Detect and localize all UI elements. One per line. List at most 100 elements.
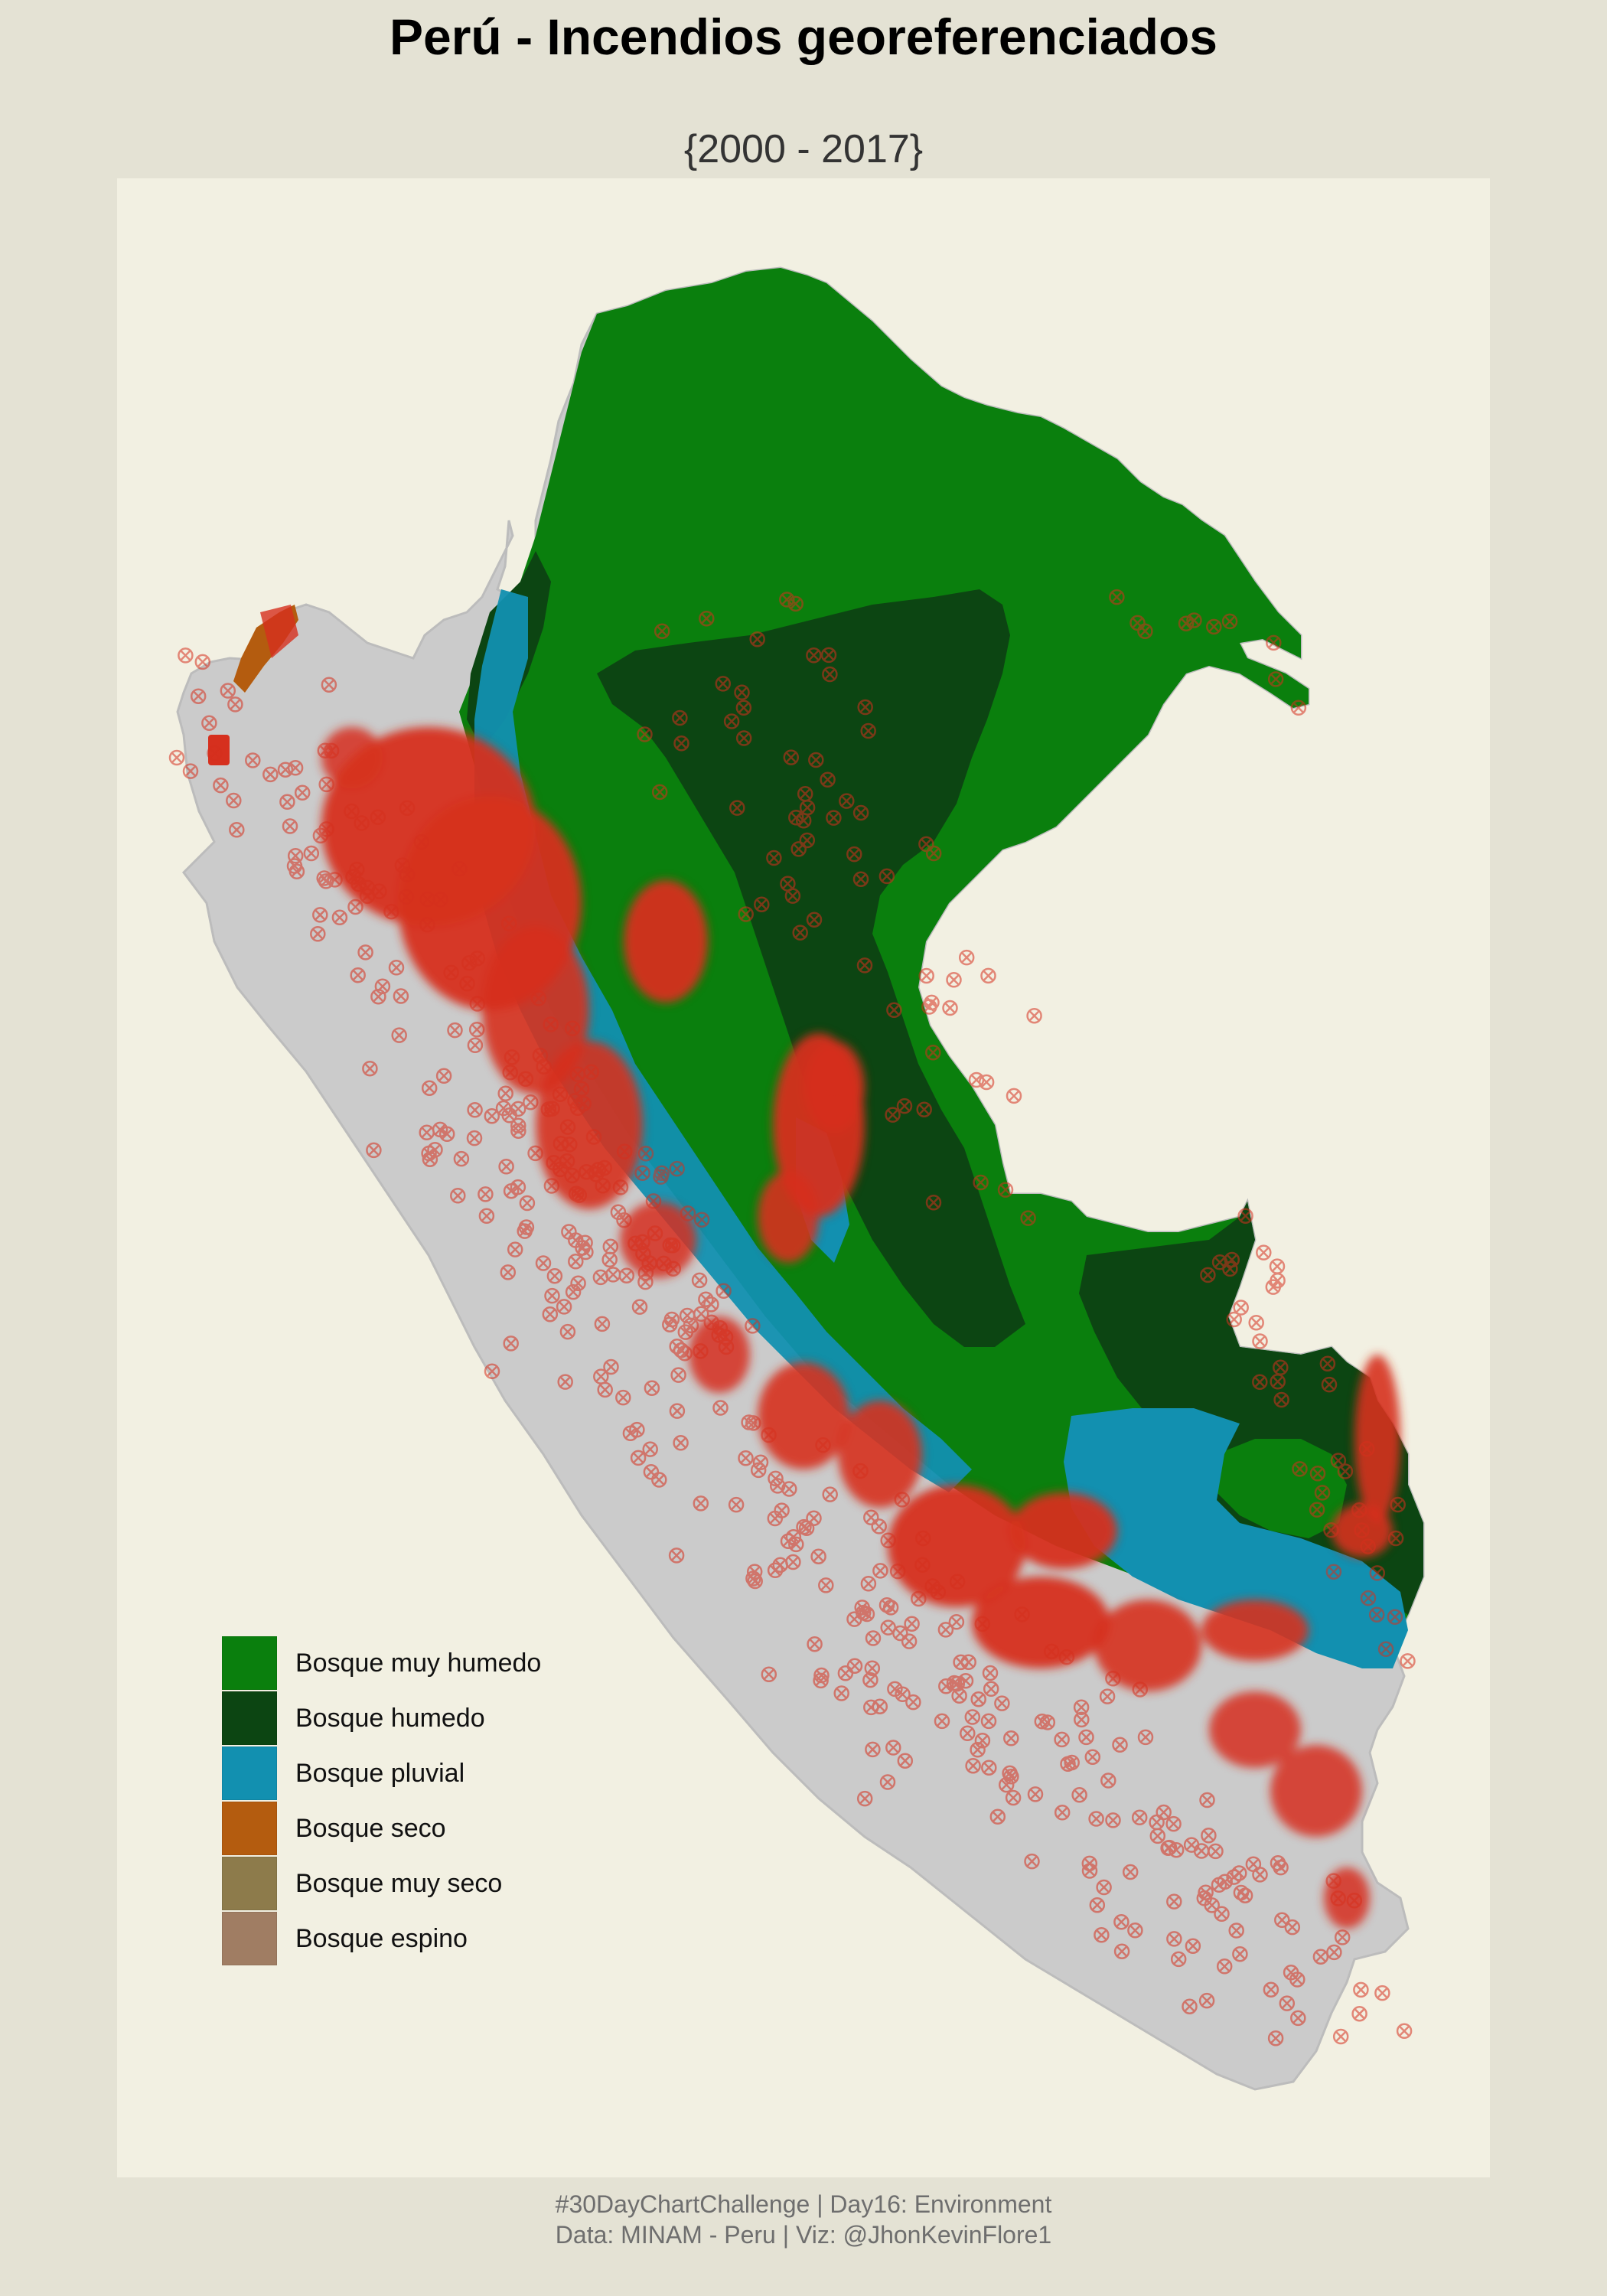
fire-marker — [1064, 1754, 1080, 1771]
fire-marker — [562, 1137, 578, 1153]
fire-marker — [467, 1037, 484, 1054]
fire-marker — [886, 1002, 902, 1019]
fire-marker — [344, 803, 360, 820]
fire-marker — [559, 1119, 576, 1135]
fire-marker — [645, 1193, 662, 1209]
fire-marker — [997, 1182, 1014, 1198]
fire-marker — [856, 1790, 873, 1807]
legend-label: Bosque muy humedo — [295, 1648, 542, 1678]
fire-marker — [833, 1685, 849, 1701]
fire-marker — [808, 752, 824, 768]
fire-marker — [1326, 1944, 1342, 1961]
legend-item: Bosque muy seco — [222, 1856, 541, 1911]
fire-marker — [1003, 1730, 1019, 1746]
fire-marker — [925, 1195, 942, 1211]
fire-marker — [703, 1314, 720, 1331]
fire-marker — [461, 955, 478, 971]
fire-marker — [564, 1020, 581, 1036]
fire-marker — [1267, 671, 1284, 687]
fire-marker — [668, 1548, 685, 1564]
fire-marker — [543, 1016, 559, 1032]
fire-marker — [839, 793, 855, 809]
fire-marker — [357, 944, 373, 960]
fire-marker — [855, 1604, 872, 1621]
fire-marker — [1265, 1279, 1282, 1295]
fire-marker — [1168, 1841, 1185, 1858]
fire-marker — [421, 1080, 438, 1096]
fire-marker — [1132, 1681, 1149, 1698]
fire-marker — [820, 647, 837, 664]
fire-marker — [1233, 1300, 1249, 1316]
fire-marker — [747, 1573, 763, 1590]
fire-marker — [938, 1678, 954, 1694]
fire-marker — [846, 846, 862, 863]
fire-marker — [1226, 1869, 1242, 1885]
fire-marker — [592, 1269, 609, 1286]
fire-marker — [693, 1495, 709, 1512]
fire-marker — [478, 1208, 495, 1225]
fire-marker — [359, 879, 376, 895]
fire-marker — [882, 1600, 899, 1616]
fire-marker — [826, 1081, 843, 1098]
fire-marker — [974, 1616, 991, 1632]
fire-marker — [570, 1275, 586, 1291]
fire-marker — [413, 833, 430, 850]
fire-marker — [901, 1633, 918, 1649]
fire-marker — [852, 804, 869, 821]
fire-marker — [799, 832, 816, 849]
fire-marker — [220, 683, 236, 699]
fire-marker — [501, 1107, 517, 1124]
fire-marker — [519, 1195, 536, 1212]
fire-marker — [1200, 1267, 1216, 1283]
fire-marker — [484, 1108, 500, 1124]
fire-marker — [994, 1695, 1010, 1711]
fire-marker — [1245, 1856, 1262, 1873]
fire-marker — [556, 1299, 572, 1315]
fire-marker — [644, 1380, 660, 1396]
fire-marker — [478, 1186, 494, 1202]
fire-marker — [1193, 1843, 1210, 1859]
fire-marker — [1024, 1853, 1040, 1870]
fire-marker — [1267, 2030, 1284, 2047]
fire-marker — [443, 964, 459, 981]
fire-marker — [631, 1299, 648, 1315]
fire-marker — [872, 1563, 888, 1579]
fire-marker — [1054, 1805, 1071, 1821]
fire-marker — [435, 1068, 452, 1084]
fire-marker — [601, 1251, 618, 1268]
fire-marker — [767, 1562, 784, 1579]
fire-marker — [540, 1101, 557, 1117]
fire-marker — [1346, 1893, 1363, 1909]
fire-marker — [637, 1274, 654, 1290]
fire-marker — [543, 1178, 560, 1194]
fire-marker — [1131, 1809, 1148, 1826]
fire-marker — [459, 975, 475, 992]
fire-marker — [578, 1244, 594, 1261]
fire-marker — [1105, 1812, 1121, 1828]
fire-marker — [698, 1291, 714, 1307]
fire-marker — [937, 1622, 954, 1638]
fire-marker — [507, 1241, 523, 1257]
fire-marker — [544, 1287, 560, 1304]
fire-marker — [1088, 1811, 1104, 1827]
fire-marker — [862, 1671, 878, 1688]
fire-marker — [559, 1323, 576, 1340]
fire-marker — [754, 896, 770, 912]
fire-marker — [287, 760, 304, 776]
fire-marker — [942, 1000, 958, 1016]
fire-marker — [948, 1614, 965, 1630]
fire-marker — [1137, 623, 1153, 639]
fire-marker — [517, 1223, 533, 1239]
fire-marker — [484, 1363, 500, 1380]
fire-marker — [785, 1529, 802, 1545]
fire-marker — [715, 1283, 732, 1300]
fire-marker — [790, 841, 807, 857]
fire-marker — [752, 1454, 769, 1471]
fire-marker — [904, 1616, 920, 1632]
fire-marker — [201, 715, 217, 731]
fire-marker — [672, 709, 688, 726]
fire-marker — [419, 1124, 435, 1141]
fire-marker — [398, 889, 415, 905]
fire-marker — [970, 1691, 986, 1707]
fire-marker — [895, 1686, 911, 1703]
